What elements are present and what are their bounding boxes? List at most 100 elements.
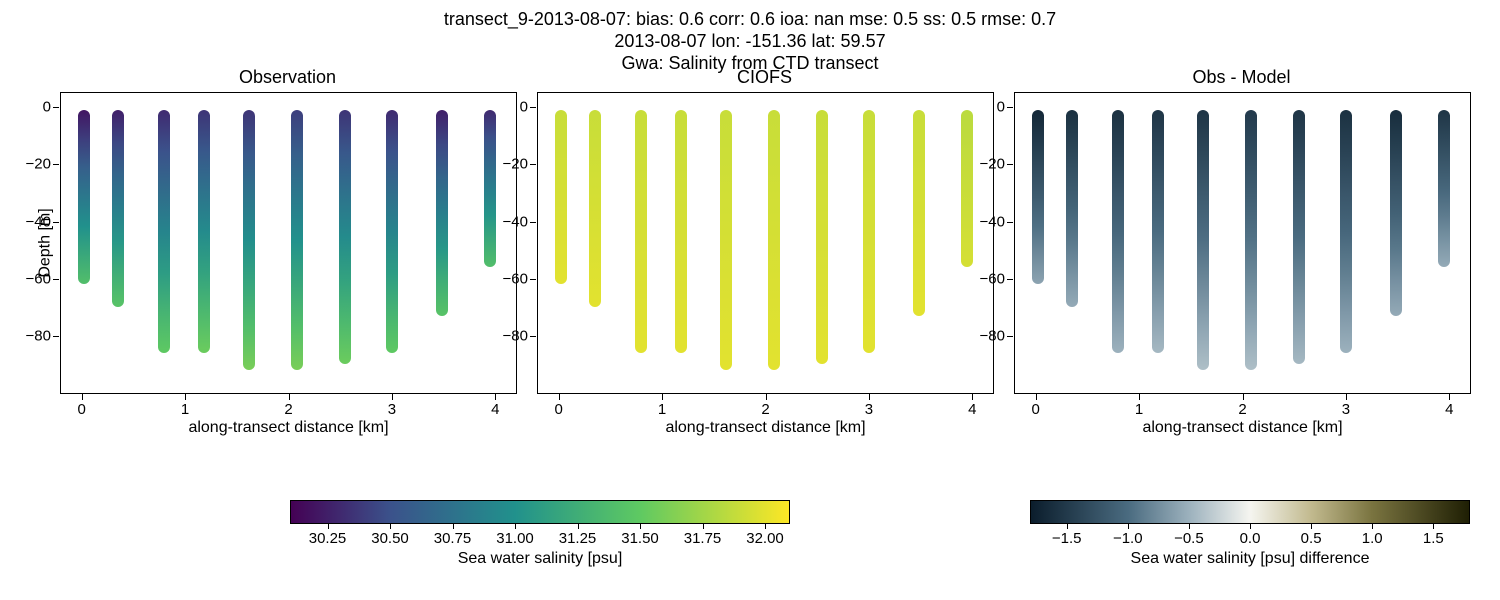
ctd-profile [484,110,496,267]
xtick-label: 1 [181,393,189,418]
ctd-profile [635,110,647,353]
ctd-profile [1390,110,1402,316]
ctd-profile [78,110,90,284]
ytick-label: 0 [520,99,538,116]
ctd-profile [863,110,875,353]
colorbar-tick [515,524,516,529]
ytick-label: 0 [997,99,1015,116]
ytick-label: −20 [26,156,61,173]
ctd-profile [589,110,601,307]
colorbar-label: Sea water salinity [psu] [290,550,790,568]
colorbar-tick [1128,524,1129,529]
ctd-profile [1197,110,1209,370]
ctd-profile [339,110,351,364]
ctd-profile [1245,110,1257,370]
colorbar-tick-label: −1.5 [1052,530,1082,547]
xtick-label: 0 [555,393,563,418]
ctd-profile [1438,110,1450,267]
ctd-profile [555,110,567,284]
colorbar-tick [1189,524,1190,529]
colorbar-tick [453,524,454,529]
ctd-profile [1340,110,1352,353]
colorbar-tick [1372,524,1373,529]
ctd-profile [816,110,828,364]
xtick-label: 3 [865,393,873,418]
ctd-profile [1112,110,1124,353]
colorbar-tick-label: 30.25 [309,530,347,547]
colorbar-gradient [1030,500,1470,524]
ytick-label: −80 [26,327,61,344]
panel-obs: Observation0−20−40−60−8001234Depth [m]al… [60,92,515,394]
xtick-label: 4 [491,393,499,418]
ytick-label: −20 [980,156,1015,173]
ctd-profile [112,110,124,307]
xtick-label: 4 [1445,393,1453,418]
figure: transect_9-2013-08-07: bias: 0.6 corr: 0… [0,0,1500,600]
colorbar-tick-label: 0.0 [1240,530,1261,547]
ytick-label: −40 [980,213,1015,230]
colorbar-tick-label: 31.75 [684,530,722,547]
colorbar-tick-label: 31.25 [559,530,597,547]
plot-area: 0−20−40−60−8001234along-transect distanc… [537,92,994,394]
x-axis-label: along-transect distance [km] [1015,419,1470,437]
panel-row: Observation0−20−40−60−8001234Depth [m]al… [60,92,1480,394]
ctd-profile [768,110,780,370]
xtick-label: 1 [658,393,666,418]
colorbar-tick-label: 30.75 [434,530,472,547]
panel-title: Observation [60,67,515,88]
xtick-label: 3 [388,393,396,418]
ytick-label: −60 [980,270,1015,287]
xtick-label: 0 [78,393,86,418]
ytick-label: −20 [503,156,538,173]
colorbar-tick-label: −0.5 [1174,530,1204,547]
colorbar-ticks: 30.2530.5030.7531.0031.2531.5031.7532.00 [290,524,790,548]
colorbar-tick-label: 1.5 [1423,530,1444,547]
colorbar-tick [578,524,579,529]
colorbar-tick [640,524,641,529]
colorbar-tick-label: 30.50 [371,530,409,547]
colorbar-label: Sea water salinity [psu] difference [1030,550,1470,568]
ctd-profile [386,110,398,353]
ytick-label: 0 [43,99,61,116]
colorbar-tick [390,524,391,529]
ctd-profile [243,110,255,370]
ctd-profile [1152,110,1164,353]
colorbar-tick-label: 31.50 [621,530,659,547]
figure-suptitle: transect_9-2013-08-07: bias: 0.6 corr: 0… [0,8,1500,74]
x-axis-label: along-transect distance [km] [61,419,516,437]
ctd-profile [436,110,448,316]
colorbar-tick-label: 31.00 [496,530,534,547]
y-axis-label: Depth [m] [37,208,55,277]
ytick-label: −80 [503,327,538,344]
panel-diff: Obs - Model0−20−40−60−8001234along-trans… [1014,92,1469,394]
panel-title: Obs - Model [1014,67,1469,88]
colorbar-tick-label: 1.0 [1362,530,1383,547]
colorbar-tick [1250,524,1251,529]
colorbar-ticks: −1.5 −1.0 −0.5 0.0 0.5 1.0 1.5 [1030,524,1470,548]
ytick-label: −40 [503,213,538,230]
xtick-label: 2 [1238,393,1246,418]
xtick-label: 2 [761,393,769,418]
ytick-label: −80 [980,327,1015,344]
ctd-profile [961,110,973,267]
xtick-label: 0 [1032,393,1040,418]
panel-title: CIOFS [537,67,992,88]
ctd-profile [158,110,170,353]
ctd-profile [198,110,210,353]
ctd-profile [913,110,925,316]
colorbar-main: 30.2530.5030.7531.0031.2531.5031.7532.00… [290,500,790,570]
plot-area: 0−20−40−60−8001234Depth [m]along-transec… [60,92,517,394]
colorbar-tick [1311,524,1312,529]
suptitle-line-1: transect_9-2013-08-07: bias: 0.6 corr: 0… [0,8,1500,30]
xtick-label: 1 [1135,393,1143,418]
colorbar-tick [328,524,329,529]
colorbar-tick [1067,524,1068,529]
ytick-label: −60 [503,270,538,287]
colorbar-gradient [290,500,790,524]
colorbar-tick-label: −1.0 [1113,530,1143,547]
xtick-label: 4 [968,393,976,418]
colorbar-tick [765,524,766,529]
panel-mod: CIOFS0−20−40−60−8001234along-transect di… [537,92,992,394]
colorbar-tick-label: 0.5 [1301,530,1322,547]
ctd-profile [1066,110,1078,307]
